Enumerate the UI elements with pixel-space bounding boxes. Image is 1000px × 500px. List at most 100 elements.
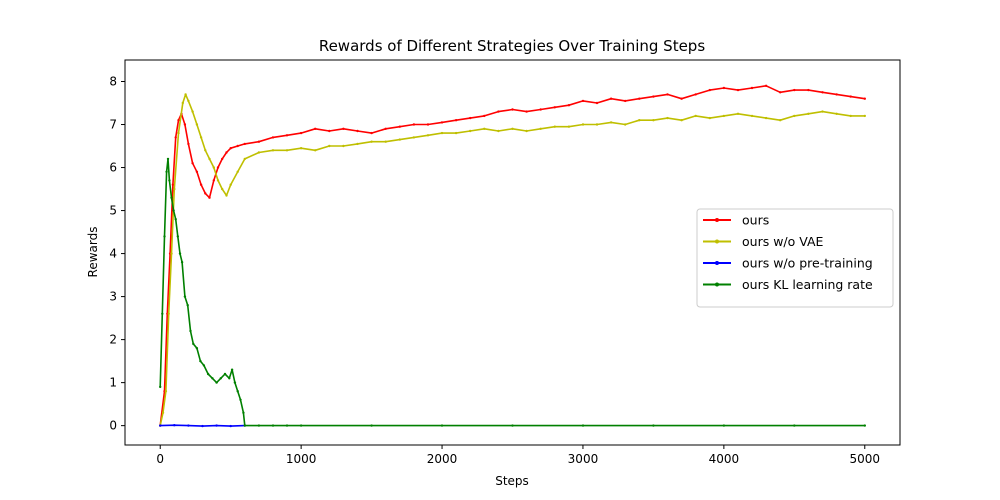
series-point-0: [511, 108, 514, 111]
series-point-1: [271, 149, 275, 152]
legend-marker: [715, 261, 719, 265]
series-point-0: [497, 110, 500, 113]
series-point-0: [177, 119, 180, 122]
series-point-1: [285, 149, 289, 152]
series-point-0: [722, 86, 726, 90]
series-point-0: [652, 95, 655, 98]
series-point-0: [221, 157, 224, 161]
series-point-1: [581, 123, 585, 126]
legend-label: ours w/o VAE: [742, 234, 824, 249]
y-tick-label: 0: [109, 419, 117, 433]
series-point-1: [595, 123, 599, 126]
series-point-3: [215, 381, 218, 384]
y-axis: 0 1 2 3 4 5 6 7 8: [109, 75, 125, 433]
series-point-2: [201, 424, 204, 428]
series-point-0: [183, 123, 187, 126]
series-point-3: [236, 390, 239, 393]
series-point-3: [165, 170, 168, 173]
plot-frame: [124, 59, 901, 446]
series-point-0: [567, 104, 571, 107]
series-point-3: [285, 424, 289, 427]
series-point-0: [581, 99, 585, 103]
y-tick-label: 2: [109, 333, 117, 347]
series-point-3: [166, 157, 170, 161]
y-tick-label: 7: [109, 118, 117, 132]
y-axis-label: Rewards: [86, 227, 100, 278]
series-point-0: [807, 88, 810, 92]
series-point-0: [539, 108, 542, 111]
series-point-1: [221, 187, 224, 191]
series-point-0: [764, 84, 768, 88]
y-tick-label: 5: [109, 204, 117, 218]
legend-marker: [715, 239, 719, 244]
series-point-1: [236, 170, 239, 173]
series-point-0: [609, 97, 613, 100]
legend-label: ours KL learning rate: [742, 277, 873, 292]
series-line-0: [159, 85, 865, 426]
series-point-3: [652, 424, 655, 427]
series-point-0: [285, 134, 289, 137]
series-point-0: [208, 196, 211, 199]
series-point-0: [328, 129, 331, 133]
series-point-1: [694, 114, 697, 118]
series-point-0: [553, 106, 556, 109]
series-point-0: [680, 97, 683, 100]
series-point-1: [666, 116, 669, 120]
series-line-1: [159, 93, 865, 426]
series-point-0: [271, 136, 275, 139]
series-point-1: [849, 114, 852, 118]
series-point-0: [708, 88, 711, 92]
series-point-3: [440, 424, 444, 427]
series-point-0: [821, 91, 824, 94]
series-point-0: [454, 119, 458, 122]
legend-label: ours w/o pre-training: [742, 256, 873, 271]
legend: ours ours w/o VAE ours w/o pre-training our…: [696, 208, 894, 308]
series-point-0: [212, 179, 215, 182]
series-point-1: [553, 125, 556, 128]
series-point-1: [384, 140, 387, 143]
series-point-0: [225, 151, 228, 154]
series-point-0: [216, 166, 220, 169]
series-point-1: [225, 194, 228, 197]
series-point-0: [171, 183, 175, 186]
y-tick-label: 1: [109, 376, 117, 390]
series-point-1: [204, 149, 207, 152]
series-point-1: [567, 125, 571, 128]
series-point-3: [223, 372, 227, 376]
x-tick-label: 4000: [709, 452, 740, 466]
series-point-3: [299, 424, 303, 427]
series-point-1: [525, 129, 528, 133]
series-point-1: [328, 144, 331, 148]
series-point-0: [299, 131, 303, 135]
legend-box: [696, 208, 894, 308]
series-point-1: [164, 390, 168, 393]
series-point-1: [187, 99, 190, 103]
y-tick-label: 8: [109, 75, 117, 89]
series-point-1: [412, 136, 416, 139]
series-point-1: [807, 112, 810, 116]
series-point-1: [356, 142, 359, 146]
series-point-0: [191, 162, 194, 165]
x-tick-label: 3000: [568, 452, 599, 466]
series-point-0: [199, 183, 203, 186]
series-point-3: [722, 424, 726, 427]
legend-marker: [715, 282, 719, 287]
series-point-1: [426, 134, 430, 137]
series-point-0: [187, 142, 190, 146]
series-point-3: [863, 424, 866, 427]
series-point-3: [176, 235, 179, 238]
series-point-3: [168, 179, 171, 182]
series-point-0: [398, 125, 401, 128]
series-point-1: [609, 121, 613, 124]
x-tick-label: 1000: [286, 452, 317, 466]
series-point-0: [229, 147, 232, 150]
series-point-3: [172, 209, 175, 212]
series-point-0: [736, 88, 740, 92]
series-point-1: [624, 123, 627, 126]
series-point-1: [539, 127, 542, 130]
series-point-0: [342, 127, 345, 130]
series-point-0: [835, 93, 838, 96]
series-point-0: [624, 99, 627, 103]
series-point-0: [666, 93, 669, 96]
